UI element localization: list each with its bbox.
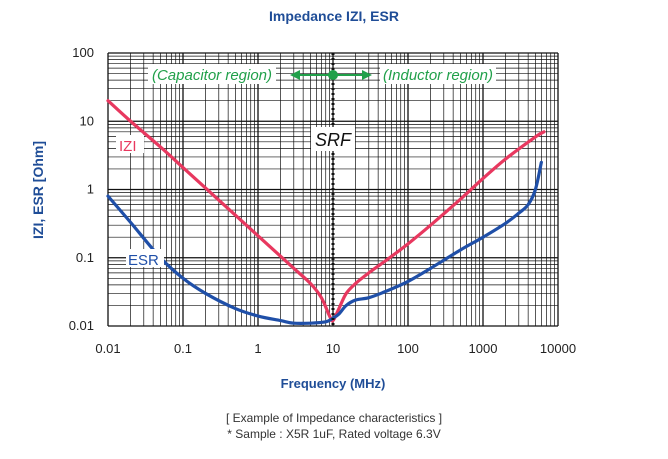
- chart-annotations: SRF (Capacitor region) (Inductor region) IZ…: [116, 53, 496, 326]
- x-axis-label: Frequency (MHz): [280, 376, 386, 391]
- esr-label: ESR: [128, 252, 159, 269]
- x-tick-label: 0.01: [95, 341, 120, 356]
- x-tick-label: 10000: [540, 341, 576, 356]
- x-tick-label: 10: [326, 341, 340, 356]
- series-line-esr: [106, 160, 543, 326]
- x-tick-label: 1000: [469, 341, 498, 356]
- arrow-head-right-icon: [362, 70, 372, 80]
- srf-dot-icon: [328, 70, 338, 80]
- caption-line-2: * Sample : X5R 1uF, Rated voltage 6.3V: [227, 427, 441, 441]
- series-line-izi: [106, 99, 546, 323]
- y-axis-label: IZI, ESR [Ohm]: [30, 141, 46, 239]
- x-tick-label: 0.1: [174, 341, 192, 356]
- srf-label-bg: [311, 127, 355, 151]
- axis-ticks: 0.01 0.1 1 10 100 1000 10000 0.01 0.1 1 10 100: [69, 45, 576, 356]
- y-tick-label: 0.01: [69, 318, 94, 333]
- y-tick-label: 100: [72, 45, 94, 60]
- x-tick-label: 100: [397, 341, 419, 356]
- y-tick-label: 1: [87, 182, 94, 197]
- inductor-label-bg: [380, 64, 496, 84]
- caption-line-1: [ Example of Impedance characteristics ]: [225, 411, 443, 425]
- esr-label-bg: [126, 249, 164, 267]
- y-tick-label: 10: [80, 113, 94, 128]
- capacitor-label-bg: [148, 64, 276, 84]
- x-tick-label: 1: [254, 341, 261, 356]
- series-lines: [106, 99, 546, 326]
- caption: [ Example of Impedance characteristics ]…: [0, 410, 668, 442]
- inductor-region-label: (Inductor region): [383, 67, 493, 84]
- capacitor-region-label: (Capacitor region): [152, 67, 272, 84]
- chart-title: Impedance IZI, ESR: [269, 8, 399, 24]
- izi-label: IZI: [119, 138, 137, 155]
- srf-label: SRF: [315, 130, 352, 150]
- y-tick-label: 0.1: [76, 250, 94, 265]
- arrow-head-left-icon: [290, 70, 300, 80]
- izi-label-bg: [116, 135, 144, 153]
